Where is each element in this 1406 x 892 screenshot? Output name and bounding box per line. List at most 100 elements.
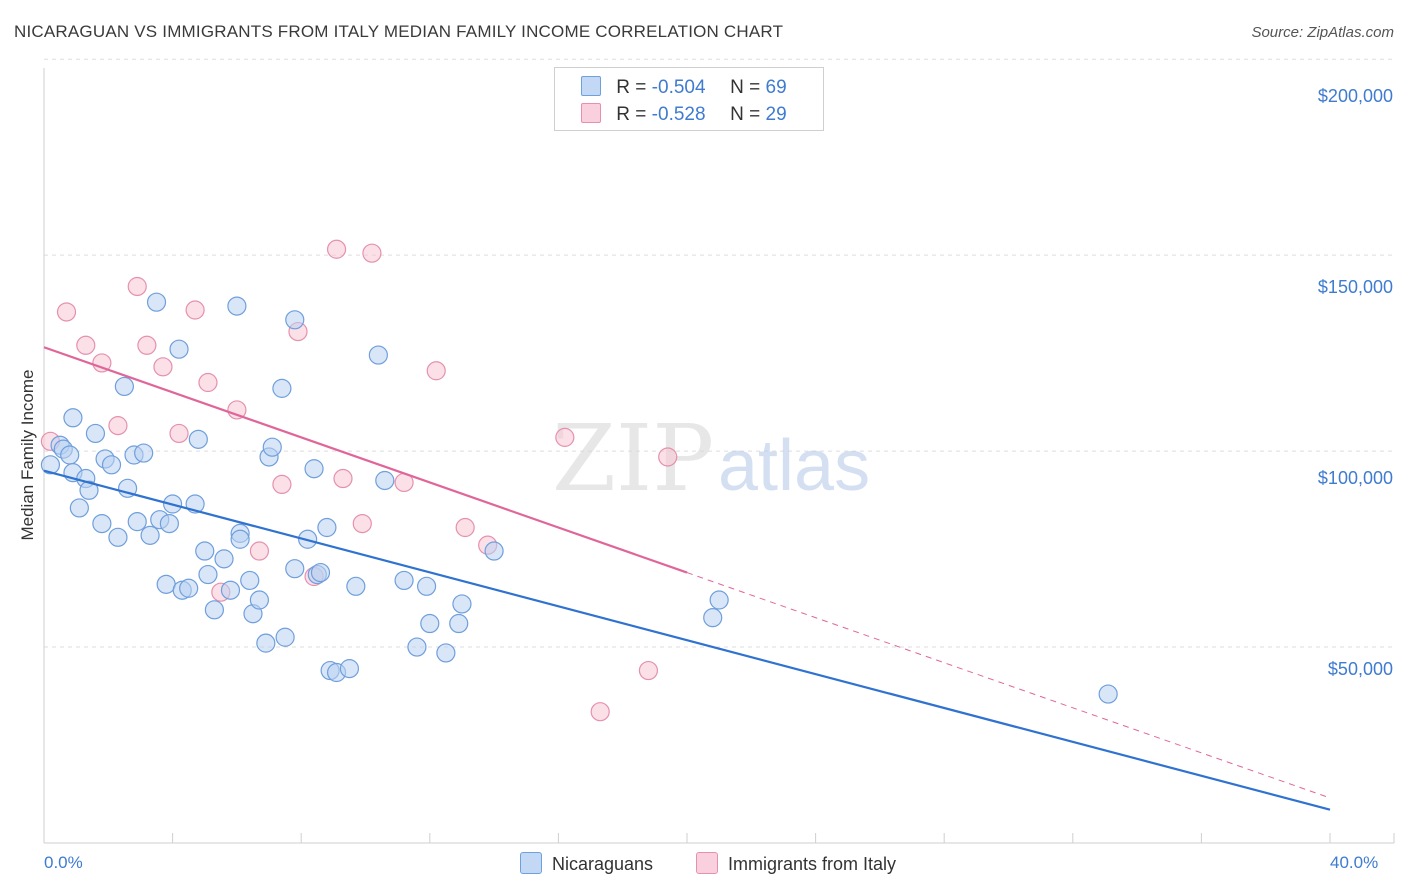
- nicaraguan-point: [92, 513, 112, 534]
- italy-point: [638, 660, 659, 681]
- legend-r-label: R =: [616, 104, 647, 125]
- nicaraguan-point: [114, 376, 134, 397]
- y-axis-label: Median Family Income: [18, 369, 37, 541]
- legend-n-value: 69: [765, 77, 787, 98]
- nicaraguan-point: [262, 437, 282, 457]
- legend-r-label: R =: [616, 77, 647, 98]
- italy-point: [169, 423, 189, 444]
- nicaraguan-point: [101, 455, 122, 475]
- legend-r-value: -0.504: [651, 77, 706, 98]
- nicaraguan-point: [188, 429, 208, 449]
- nicaraguan-point: [368, 345, 388, 365]
- watermark-zip: ZIP: [552, 405, 714, 512]
- italy-point: [108, 416, 128, 436]
- nicaraguan-point: [159, 513, 179, 534]
- nicaraguan-point: [85, 423, 106, 444]
- nicaraguan-point: [230, 529, 250, 549]
- legend-r-value: -0.528: [651, 104, 706, 125]
- nicaraguans-trendline: [43, 469, 1331, 811]
- nicaraguan-point: [134, 443, 154, 463]
- bottom-legend-label: Immigrants from Italy: [728, 854, 897, 874]
- legend-swatch-blue: [581, 76, 601, 96]
- nicaraguan-point: [285, 559, 305, 579]
- y-tick-label: $200,000: [1317, 86, 1393, 106]
- legend-row-nicaraguans: R = -0.504 N = 69: [581, 76, 787, 99]
- x-axis-ticks: [172, 833, 1395, 843]
- nicaraguan-point: [227, 296, 247, 316]
- legend-row-italy: R = -0.528 N = 29: [581, 103, 787, 126]
- nicaraguan-point: [40, 455, 61, 475]
- italy-point: [455, 517, 475, 538]
- italy-point: [362, 243, 382, 263]
- nicaraguan-point: [285, 310, 305, 330]
- nicaraguan-point: [346, 576, 366, 596]
- nicaraguan-point: [156, 574, 176, 594]
- nicaraguan-point: [339, 659, 360, 679]
- italy-point: [249, 541, 270, 561]
- italy-point: [137, 335, 157, 355]
- italy-point: [92, 353, 112, 373]
- y-tick-label: $100,000: [1317, 468, 1393, 488]
- nicaraguan-point: [146, 292, 167, 312]
- nicaraguan-point: [69, 498, 89, 518]
- italy-point: [198, 372, 218, 393]
- nicaraguan-point: [169, 339, 189, 359]
- nicaraguan-point: [1098, 684, 1118, 704]
- nicaraguan-point: [249, 590, 270, 610]
- nicaraguan-point: [375, 470, 395, 491]
- italy-trendline: [43, 346, 688, 574]
- bottom-legend-swatch-pink: [696, 852, 718, 874]
- legend-n-label: N =: [730, 77, 761, 98]
- trendlines: [43, 346, 1331, 811]
- italy-point: [658, 447, 678, 467]
- bottom-legend-italy: Immigrants from Italy: [696, 852, 896, 875]
- series-nicaraguans: [40, 292, 1118, 704]
- source-label: Source: ZipAtlas.com: [1251, 24, 1394, 41]
- italy-point: [127, 276, 147, 297]
- series-immigrants-from-italy: [40, 239, 678, 722]
- nicaraguan-point: [452, 594, 472, 614]
- italy-point: [590, 702, 610, 722]
- nicaraguan-point: [436, 643, 456, 663]
- nicaraguan-point: [310, 562, 331, 583]
- nicaraguan-point: [108, 527, 128, 547]
- nicaraguan-point: [256, 633, 276, 653]
- nicaraguan-point: [179, 578, 199, 598]
- italy-point: [76, 335, 96, 355]
- bottom-legend-label: Nicaraguans: [552, 854, 654, 874]
- italy-trendline-extension: [686, 572, 1331, 799]
- watermark: ZIP atlas: [552, 405, 870, 512]
- nicaraguan-point: [449, 613, 469, 634]
- italy-point: [56, 302, 77, 322]
- nicaraguan-point: [317, 517, 337, 538]
- axes: [43, 68, 1394, 844]
- nicaraguan-point: [416, 576, 437, 596]
- nicaraguan-point: [394, 570, 414, 591]
- nicaraguan-point: [214, 549, 234, 569]
- nicaraguan-point: [63, 408, 83, 428]
- nicaraguan-point: [60, 445, 80, 465]
- nicaraguan-point: [420, 613, 440, 634]
- gridlines: [44, 58, 1394, 648]
- nicaraguan-point: [195, 541, 215, 561]
- italy-point: [426, 361, 446, 381]
- nicaraguan-point: [127, 512, 147, 532]
- nicaraguan-point: [304, 459, 324, 479]
- nicaraguan-point: [709, 590, 729, 610]
- x-tick-label-max: 40.0%: [1330, 853, 1379, 872]
- legend-swatch-pink: [581, 103, 601, 123]
- nicaraguan-point: [275, 627, 295, 647]
- nicaraguan-point: [272, 378, 292, 398]
- italy-point: [185, 300, 205, 320]
- italy-point: [227, 400, 247, 420]
- correlation-legend: R = -0.504 N = 69 R = -0.528 N = 29: [554, 67, 824, 131]
- watermark-atlas: atlas: [718, 426, 870, 506]
- italy-point: [333, 468, 353, 489]
- chart-title: NICARAGUAN VS IMMIGRANTS FROM ITALY MEDI…: [14, 22, 784, 41]
- nicaraguan-point: [198, 564, 218, 585]
- legend-n-value: 29: [765, 104, 787, 125]
- y-tick-label: $150,000: [1317, 277, 1393, 297]
- bottom-legend-nicaraguans: Nicaraguans: [520, 852, 653, 875]
- nicaraguan-point: [140, 525, 160, 545]
